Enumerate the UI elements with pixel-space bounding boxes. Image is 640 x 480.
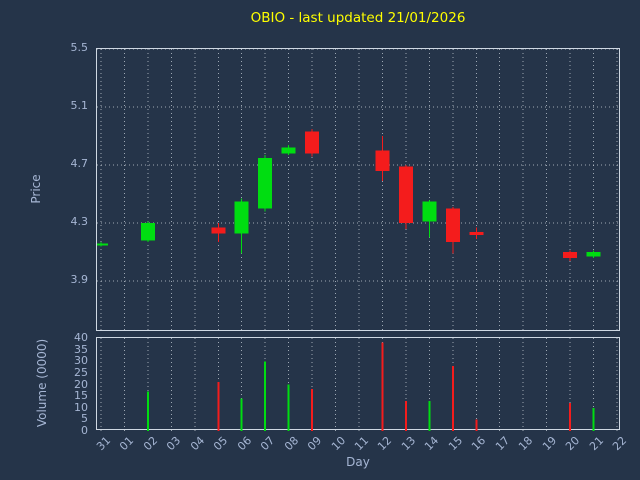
x-tick-label: 08 bbox=[281, 434, 301, 454]
volume-tick-label: 20 bbox=[74, 377, 88, 391]
x-tick-label: 09 bbox=[305, 434, 325, 454]
x-tick-label: 15 bbox=[445, 434, 466, 454]
candle-day-16 bbox=[469, 227, 484, 240]
x-tick-label: 13 bbox=[399, 434, 419, 454]
price-gridlines bbox=[97, 49, 621, 332]
candle-day-15 bbox=[445, 207, 460, 254]
day-axis-label: Day bbox=[346, 455, 370, 469]
candle-day-21 bbox=[586, 250, 601, 258]
x-tick-label: 07 bbox=[258, 434, 278, 454]
x-tick-label: 21 bbox=[586, 434, 606, 454]
x-tick-label: 14 bbox=[422, 434, 442, 454]
x-tick-label: 31 bbox=[94, 434, 114, 454]
price-tick-label: 5.1 bbox=[70, 99, 89, 113]
x-tick-label: 05 bbox=[211, 434, 231, 454]
volume-tick-label: 25 bbox=[74, 365, 88, 379]
x-tick-label: 18 bbox=[516, 434, 536, 454]
volume-tick-label: 15 bbox=[74, 389, 88, 403]
volume-axis-label: Volume (0000) bbox=[35, 338, 49, 428]
candle-day-13 bbox=[398, 165, 413, 229]
x-tick-label: 11 bbox=[352, 434, 372, 454]
price-panel bbox=[96, 48, 621, 332]
volume-chart-svg bbox=[100, 338, 618, 431]
price-tick-label: 5.5 bbox=[70, 41, 89, 54]
x-tick-label: 19 bbox=[539, 434, 559, 454]
candle-day-14 bbox=[422, 199, 437, 238]
x-tick-label: 06 bbox=[234, 434, 254, 454]
price-tick-label: 4.7 bbox=[70, 157, 89, 171]
x-tick-label: 04 bbox=[187, 434, 208, 454]
candle-day-12 bbox=[375, 136, 390, 182]
volume-tick-label: 35 bbox=[74, 342, 88, 356]
price-tick-label: 4.3 bbox=[70, 215, 89, 229]
x-tick-label: 16 bbox=[469, 434, 489, 454]
x-tick-label: 10 bbox=[328, 434, 348, 454]
candle-day-08 bbox=[281, 144, 296, 155]
volume-tick-label: 10 bbox=[74, 400, 88, 414]
x-tick-label: 12 bbox=[375, 434, 395, 454]
volume-gridlines bbox=[100, 338, 618, 431]
price-chart-svg bbox=[97, 49, 621, 332]
price-tick-label: 3.9 bbox=[70, 273, 89, 287]
x-tick-label: 20 bbox=[563, 434, 583, 454]
candle-day-09 bbox=[305, 128, 320, 157]
chart-title: OBIO - last updated 21/01/2026 bbox=[250, 10, 466, 26]
candle-day-05 bbox=[211, 223, 226, 243]
volume-panel bbox=[96, 337, 620, 431]
x-tick-label: 22 bbox=[610, 434, 630, 454]
volume-tick-label: 0 bbox=[81, 424, 88, 437]
x-tick-label: 02 bbox=[141, 434, 161, 454]
volume-tick-label: 40 bbox=[74, 331, 88, 344]
candle-day-31 bbox=[97, 242, 108, 247]
candle-day-07 bbox=[258, 154, 273, 212]
candle-day-06 bbox=[234, 198, 249, 254]
price-axis-label: Price bbox=[29, 174, 43, 204]
x-tick-label: 03 bbox=[164, 434, 184, 454]
volume-tick-label: 30 bbox=[74, 354, 88, 368]
x-tick-label: 01 bbox=[117, 434, 137, 454]
candle-day-02 bbox=[140, 221, 155, 243]
x-tick-label: 17 bbox=[492, 434, 512, 454]
candle-day-20 bbox=[563, 250, 578, 261]
volume-tick-label: 5 bbox=[81, 412, 88, 426]
